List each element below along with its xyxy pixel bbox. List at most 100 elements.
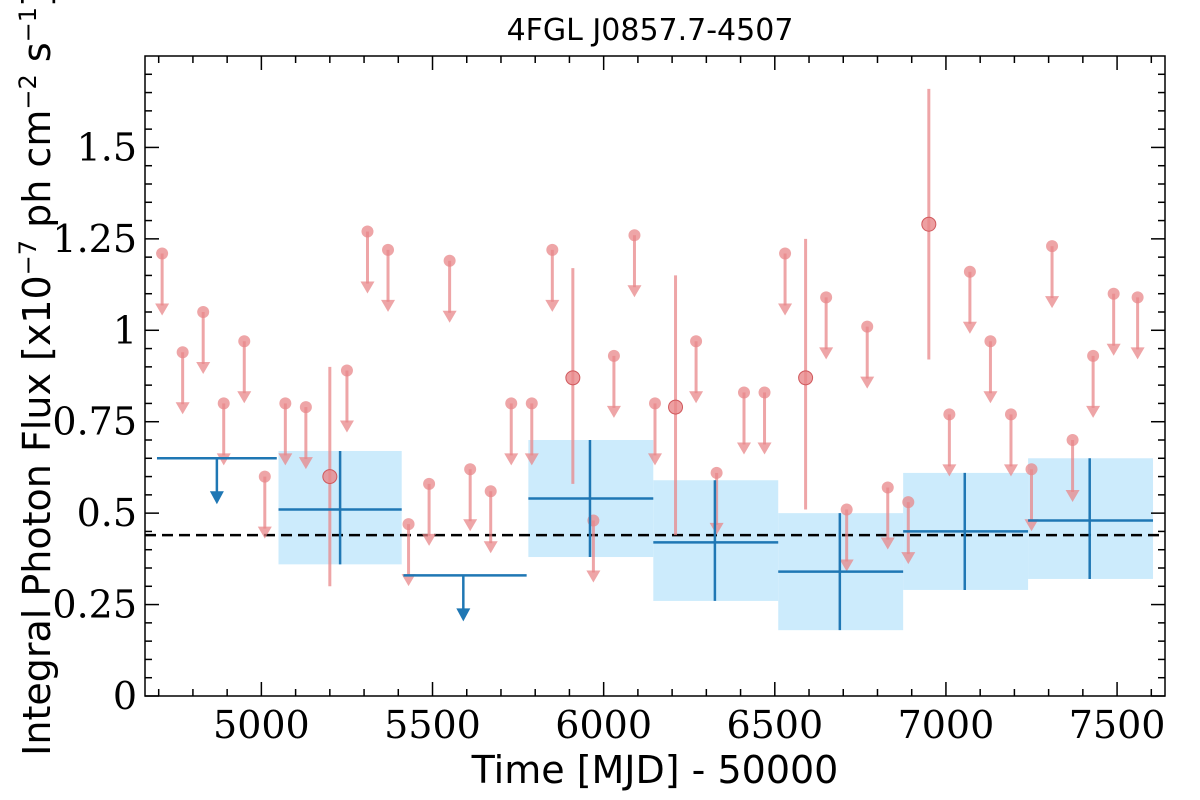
fine-upper-limit-point bbox=[943, 408, 956, 421]
fine-upper-limit-arrow bbox=[648, 453, 662, 466]
fine-upper-limit-arrow bbox=[381, 299, 396, 312]
fine-upper-limit-arrow bbox=[237, 391, 252, 404]
fine-upper-limit-point bbox=[258, 470, 271, 483]
fine-upper-limit-point bbox=[525, 397, 538, 410]
fine-upper-limit-arrow bbox=[736, 442, 751, 455]
fine-upper-limit-arrow bbox=[401, 574, 416, 587]
fine-upper-limit-arrow bbox=[606, 405, 621, 418]
fine-upper-limit-point bbox=[820, 291, 833, 304]
fine-upper-limit-point bbox=[546, 243, 559, 256]
fine-upper-limit-point bbox=[464, 463, 477, 476]
fine-upper-limit-arrow bbox=[155, 303, 170, 316]
fine-detection-point bbox=[668, 399, 684, 415]
fine-upper-limit-point bbox=[176, 346, 189, 359]
fine-upper-limit-point bbox=[737, 386, 750, 399]
y-tick-label: 1.25 bbox=[52, 217, 137, 261]
fine-detection-point bbox=[565, 370, 581, 386]
fine-upper-limit-point bbox=[1004, 408, 1017, 421]
fine-upper-limit-point bbox=[840, 503, 853, 516]
fine-upper-limit-arrow bbox=[545, 299, 560, 312]
fine-upper-limit-arrow bbox=[1024, 519, 1039, 532]
fine-upper-limit-arrow bbox=[757, 442, 772, 455]
fine-upper-limit-arrow bbox=[880, 537, 895, 550]
fine-upper-limit-point bbox=[710, 466, 723, 479]
x-tick-label: 6000 bbox=[555, 703, 652, 747]
fine-upper-limit-point bbox=[299, 401, 312, 414]
x-tick-label: 7000 bbox=[898, 703, 995, 747]
fine-upper-limit-arrow bbox=[586, 570, 601, 583]
fine-upper-limit-arrow bbox=[422, 533, 437, 546]
fine-upper-limit-point bbox=[197, 306, 210, 318]
coarse-bin-layer bbox=[156, 440, 1154, 631]
fine-upper-limit-point bbox=[1046, 240, 1059, 253]
fine-upper-limit-arrow bbox=[483, 541, 498, 554]
fine-upper-limit-point bbox=[649, 397, 661, 410]
fine-upper-limit-arrow bbox=[962, 321, 977, 334]
fine-detection-point bbox=[798, 370, 814, 386]
fine-upper-limit-point bbox=[443, 254, 456, 267]
fine-bin-layer bbox=[155, 88, 1145, 587]
fine-detection-point bbox=[921, 216, 937, 232]
fine-upper-limit-arrow bbox=[819, 347, 834, 360]
chart-title: 4FGL J0857.7-4507 bbox=[507, 13, 794, 48]
y-axis-label-main: Integral Photon Flux [x10 bbox=[15, 275, 59, 756]
y-tick-label: 1 bbox=[113, 308, 137, 352]
fine-upper-limit-arrow bbox=[1086, 405, 1101, 418]
fine-upper-limit-arrow bbox=[463, 519, 478, 532]
y-tick-label: 0.25 bbox=[52, 583, 137, 627]
fine-upper-limit-point bbox=[1131, 291, 1144, 304]
y-axis-label-mid: ph cm bbox=[15, 110, 59, 240]
fine-upper-limit-point bbox=[505, 397, 518, 410]
y-axis-label-exp3: −1 bbox=[14, 7, 42, 42]
fine-upper-limit-point bbox=[984, 335, 997, 348]
fine-upper-limit-point bbox=[340, 364, 353, 377]
fine-upper-limit-point bbox=[1066, 434, 1079, 446]
x-tick-label: 6500 bbox=[726, 703, 823, 747]
fine-upper-limit-point bbox=[902, 496, 915, 509]
fine-upper-limit-point bbox=[238, 335, 251, 348]
x-tick-label: 5000 bbox=[213, 703, 310, 747]
fine-upper-limit-arrow bbox=[689, 391, 704, 404]
y-axis-label-exp2: −2 bbox=[14, 74, 42, 109]
fine-upper-limit-point bbox=[484, 485, 497, 498]
fine-upper-limit-point bbox=[628, 229, 641, 242]
fine-upper-limit-point bbox=[423, 477, 436, 490]
fine-upper-limit-point bbox=[779, 247, 792, 260]
fine-upper-limit-point bbox=[881, 481, 894, 494]
fine-upper-limit-point bbox=[758, 386, 771, 399]
fine-upper-limit-point bbox=[402, 518, 415, 531]
y-tick-label: 0.5 bbox=[77, 491, 137, 535]
fine-upper-limit-arrow bbox=[1130, 347, 1145, 360]
fine-upper-limit-arrow bbox=[442, 310, 457, 323]
fine-upper-limit-point bbox=[861, 320, 874, 333]
y-axis-label-s: s bbox=[15, 42, 59, 74]
fine-upper-limit-point bbox=[1087, 349, 1100, 362]
fine-upper-limit-arrow bbox=[196, 362, 211, 374]
x-tick-label: 7500 bbox=[1069, 703, 1166, 747]
fine-upper-limit-arrow bbox=[1045, 296, 1060, 309]
fine-upper-limit-arrow bbox=[942, 464, 957, 477]
fine-upper-limit-arrow bbox=[339, 420, 354, 433]
fine-upper-limit-arrow bbox=[778, 303, 793, 316]
fine-upper-limit-arrow bbox=[860, 376, 875, 389]
fine-upper-limit-arrow bbox=[627, 285, 642, 298]
fine-upper-limit-arrow bbox=[1106, 343, 1121, 356]
fine-upper-limit-arrow bbox=[839, 559, 854, 572]
fine-upper-limit-point bbox=[217, 397, 230, 410]
fine-upper-limit-point bbox=[1025, 463, 1038, 476]
fine-upper-limit-arrow bbox=[983, 391, 998, 404]
x-axis-label: Time [MJD] - 50000 bbox=[471, 748, 839, 792]
fine-upper-limit-point bbox=[361, 225, 374, 238]
fine-upper-limit-arrow bbox=[901, 552, 916, 565]
y-axis-label-exp1: −7 bbox=[14, 240, 42, 275]
y-tick-label: 0.75 bbox=[52, 400, 137, 444]
coarse-upper-limit-arrow bbox=[456, 608, 471, 622]
y-axis-label-end: ] bbox=[15, 0, 59, 7]
fine-upper-limit-arrow bbox=[709, 522, 724, 535]
fine-upper-limit-arrow bbox=[1065, 490, 1080, 502]
fine-upper-limit-arrow bbox=[524, 453, 539, 466]
fine-upper-limit-point bbox=[690, 335, 703, 348]
fine-upper-limit-arrow bbox=[298, 457, 313, 470]
x-tick-label: 5500 bbox=[384, 703, 481, 747]
